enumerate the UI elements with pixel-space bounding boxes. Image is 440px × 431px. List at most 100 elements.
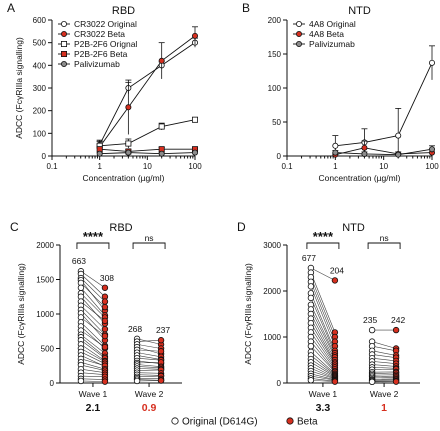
pair-line	[310, 370, 336, 380]
legend-marker	[295, 41, 302, 48]
panel-a: A RBD 0 100 200 300 400 500 600 0.1 1 10 100 Concentr…	[7, 1, 202, 183]
y-tick-label: 100	[268, 84, 282, 93]
pair-line	[310, 309, 336, 358]
beta-point	[157, 348, 165, 355]
legend-marker	[61, 61, 68, 68]
y-tick-label: 100	[33, 129, 47, 138]
y-tick-label: 200	[33, 107, 47, 116]
y-tick-label: 0	[50, 379, 55, 388]
pair-line	[310, 277, 336, 338]
data-point	[158, 57, 165, 64]
pair-line	[310, 272, 336, 333]
panel-c: C RBD 0 500 1000 1500 2000 ADCC (FcγRIIIa signa…	[10, 220, 182, 414]
pair-line	[137, 379, 162, 381]
panel-letter: B	[242, 1, 250, 15]
beta-median-label: 308	[100, 273, 114, 283]
legend-marker	[61, 51, 68, 58]
y-tick-label: 300	[33, 84, 47, 93]
legend-label: CR3022 Original	[74, 19, 137, 29]
pair-line	[310, 341, 336, 372]
pair-line	[80, 362, 106, 370]
fold-change-label: 1	[381, 402, 387, 414]
pair-line	[310, 313, 336, 361]
fold-change-label: 0.9	[142, 402, 157, 414]
pair-line	[80, 337, 106, 358]
pair-line	[372, 357, 397, 362]
y-axis-label: ADCC (FcγRIIIa signalling)	[243, 263, 253, 365]
pair-line	[137, 372, 162, 374]
x-tick-label: 0.1	[281, 162, 293, 171]
pair-line	[137, 355, 162, 360]
significance-label: ****	[83, 229, 104, 244]
pair-line	[310, 267, 336, 281]
pair-line	[137, 374, 162, 376]
x-tick-label: 10	[379, 162, 388, 171]
y-tick-label: 1000	[263, 333, 281, 342]
y-tick-label: 500	[41, 345, 55, 354]
data-point	[125, 140, 132, 147]
panel-letter: C	[10, 220, 19, 234]
pair-line	[310, 327, 336, 366]
pair-line	[80, 368, 105, 373]
pair-line	[372, 361, 397, 364]
group-1: 235 242 ns Wave 2 1	[363, 233, 405, 414]
pair-line	[310, 355, 336, 375]
group-1: 268 237 ns Wave 2 0.9	[128, 233, 170, 414]
panel-d: D NTD 0 1000 2000 3000 ADCC (FcγRIIIa signalli…	[237, 220, 420, 414]
beta-point	[101, 317, 109, 325]
legend-marker	[295, 30, 302, 37]
y-tick-label: 150	[268, 50, 282, 59]
significance-bracket	[76, 242, 110, 249]
pair-line	[80, 378, 105, 380]
pair-line	[80, 330, 106, 348]
group-0: 677 204 **** Wave 1 3.3	[302, 229, 344, 414]
pair-line	[80, 296, 106, 324]
pair-line	[310, 281, 336, 342]
beta-median-label: 242	[391, 315, 405, 325]
pair-line	[310, 293, 336, 351]
y-tick-label: 400	[33, 61, 47, 70]
pair-line	[310, 373, 335, 381]
pair-line	[310, 318, 336, 363]
beta-point	[101, 343, 109, 351]
y-tick-label: 50	[272, 118, 281, 127]
data-point	[332, 142, 339, 149]
y-tick-label: 0	[277, 152, 282, 161]
pair-line	[136, 338, 162, 345]
series-line	[99, 119, 196, 147]
y-tick-label: 2000	[263, 287, 281, 296]
pair-line	[80, 287, 106, 316]
original-point	[368, 326, 376, 334]
significance-bracket	[306, 242, 340, 249]
pair-line	[137, 366, 162, 369]
data-point	[361, 144, 368, 151]
legend-marker	[61, 20, 68, 27]
pair-line	[80, 334, 106, 354]
beta-median-label: 204	[330, 265, 344, 275]
x-tick-label: 10	[143, 162, 152, 171]
data-point	[96, 150, 103, 157]
pair-line	[310, 378, 335, 382]
series-line	[335, 147, 433, 156]
y-tick-label: 500	[33, 39, 47, 48]
pair-line	[310, 379, 335, 382]
data-point	[125, 104, 132, 111]
pair-line	[310, 345, 336, 373]
chart-title: RBD	[109, 222, 132, 234]
pair-line	[80, 344, 106, 362]
original-median-label: 268	[128, 324, 142, 334]
x-tick-label: 1	[333, 162, 338, 171]
data-point	[191, 149, 198, 156]
pair-line	[80, 273, 106, 297]
pair-line	[137, 360, 162, 364]
legend-label: P2B-2F6 Beta	[74, 49, 128, 59]
pair-line	[137, 349, 162, 352]
significance-label: ****	[313, 229, 334, 244]
beta-point	[392, 378, 400, 385]
series-1	[332, 140, 435, 158]
legend-marker	[61, 30, 68, 37]
legend-label: CR3022 Beta	[74, 29, 125, 39]
pair-line	[372, 350, 397, 356]
